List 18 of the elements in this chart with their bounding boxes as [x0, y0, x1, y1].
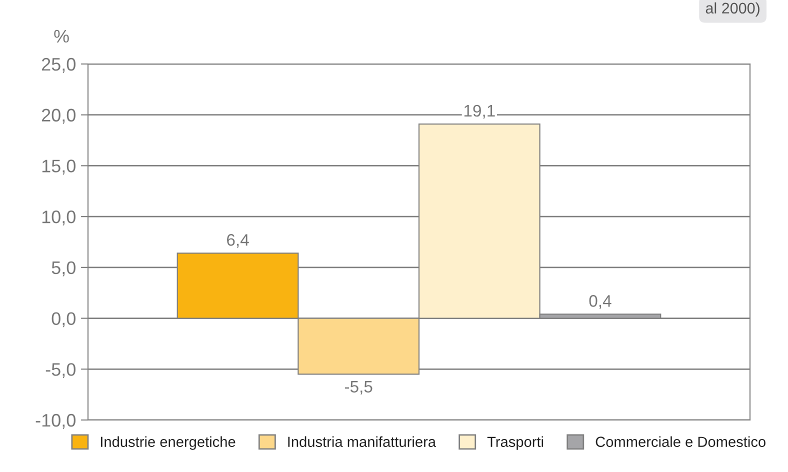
data-label: 19,1: [464, 104, 495, 119]
y-tick-label: 25,0: [42, 58, 76, 73]
data-label: -5,5: [344, 380, 372, 395]
y-axis-title: %: [54, 30, 69, 43]
legend-label: Commerciale e Domestico: [596, 436, 766, 448]
y-tick-label: 5,0: [52, 261, 76, 276]
legend-label: Industrie energetiche: [100, 436, 236, 450]
y-tick-label: 20,0: [42, 108, 76, 124]
text: al 2000): [706, 2, 760, 17]
y-tick-label: 0,0: [52, 312, 76, 328]
y-tick-label: 10,0: [42, 210, 76, 226]
data-label: 0,4: [589, 295, 612, 309]
data-label: 6,4: [227, 234, 249, 248]
legend-label: Industria manifatturiera: [288, 436, 436, 448]
y-tick-label: -10,0: [36, 414, 76, 429]
y-tick-label: 15,0: [42, 160, 76, 175]
y-tick-label: -5,0: [46, 363, 76, 378]
legend-label: Trasporti: [487, 436, 544, 450]
